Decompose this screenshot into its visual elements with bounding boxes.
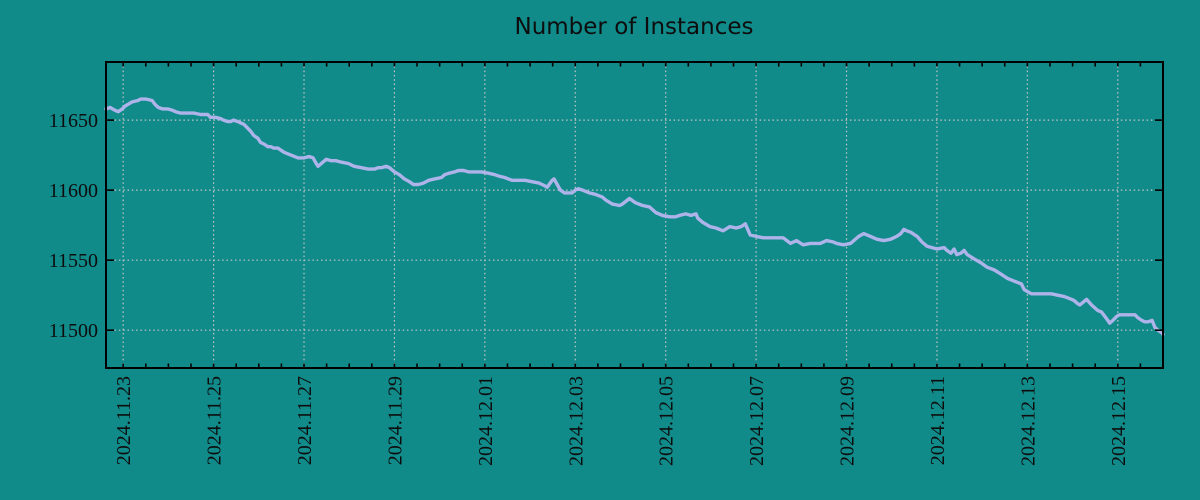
x-tick-label: 2024.11.23 [113, 376, 135, 465]
x-tick-label: 2024.12.13 [1017, 376, 1039, 466]
plot-frame [105, 61, 1164, 369]
x-tick-label: 2024.12.03 [565, 376, 587, 466]
chart-title: Number of Instances [515, 14, 754, 40]
x-tick-label: 2024.11.27 [294, 376, 316, 465]
data-line [104, 97, 1165, 337]
x-tick-label: 2024.12.15 [1108, 376, 1130, 466]
axes-border [105, 61, 1164, 369]
x-tick-label: 2024.12.09 [837, 376, 859, 466]
x-tick-label: 2024.12.11 [927, 376, 949, 465]
x-tick-label: 2024.11.29 [384, 376, 406, 465]
y-tick-label: 11500 [49, 320, 98, 342]
y-tick-label: 11550 [49, 250, 98, 272]
x-tick-label: 2024.12.01 [475, 376, 497, 466]
x-axis-labels: 2024.11.23 2024.11.25 2024.11.27 2024.11.29… [113, 376, 1130, 466]
x-tick-label: 2024.12.05 [656, 376, 678, 466]
data-series [104, 97, 1165, 337]
x-tick-label: 2024.12.07 [746, 376, 768, 466]
y-tick-label: 11600 [49, 180, 98, 202]
y-axis-labels: 11500 11550 11600 11650 [49, 110, 98, 342]
tick-marks [106, 62, 1164, 368]
y-tick-label: 11650 [49, 110, 98, 132]
x-tick-label: 2024.11.25 [204, 376, 226, 465]
grid-lines [106, 62, 1163, 368]
